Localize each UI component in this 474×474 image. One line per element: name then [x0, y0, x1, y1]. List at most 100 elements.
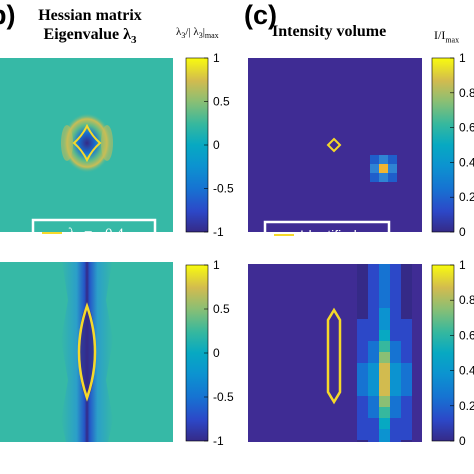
- legend-b-box: [31, 218, 157, 248]
- intensity-cell: [390, 385, 401, 396]
- intensity-cell: [390, 374, 401, 385]
- legend-b-label: λ3 = - 0.4: [68, 226, 124, 245]
- heatmap-b-bottom-core: [79, 307, 95, 397]
- intensity-cell: [357, 418, 368, 429]
- intensity-cell: [390, 363, 401, 374]
- intensity-cell: [368, 440, 379, 442]
- spot-cell: [388, 164, 397, 173]
- intensity-cell: [401, 319, 412, 330]
- intensity-cell: [368, 396, 379, 407]
- intensity-cell: [379, 264, 390, 275]
- intensity-cell: [390, 396, 401, 407]
- intensity-cell: [401, 363, 412, 374]
- intensity-cell: [390, 440, 401, 442]
- colorbar-tick-label: 1: [459, 258, 466, 272]
- intensity-cell: [357, 286, 368, 297]
- spot-cell: [370, 173, 379, 182]
- intensity-cell: [401, 341, 412, 352]
- intensity-cell: [357, 264, 368, 275]
- intensity-cell: [368, 330, 379, 341]
- intensity-cell: [390, 352, 401, 363]
- panel-b-title: Hessian matrix Eigenvalue λ3: [20, 6, 160, 50]
- spot-cell: [370, 155, 379, 164]
- intensity-cell: [357, 330, 368, 341]
- colorbar-tick-label: 0: [459, 434, 466, 448]
- colorbar-tick-label: 0: [213, 346, 220, 360]
- colorbar-tick-label: 0.5: [213, 95, 230, 109]
- colorbar-b-label: λ3/| λ3|max: [176, 26, 219, 41]
- intensity-cell: [357, 407, 368, 418]
- colorbar-tick-label: 1: [213, 258, 220, 272]
- intensity-cell: [390, 407, 401, 418]
- intensity-cell: [357, 396, 368, 407]
- intensity-cell: [368, 286, 379, 297]
- intensity-cell: [368, 264, 379, 275]
- intensity-cell: [401, 352, 412, 363]
- intensity-cell: [379, 330, 390, 341]
- contour-b-bottom: [77, 302, 97, 402]
- intensity-cell: [357, 363, 368, 374]
- colorbar-tick-label: -1: [213, 225, 224, 239]
- intensity-cell: [379, 407, 390, 418]
- heatmap-c-top-spot: [370, 155, 397, 182]
- spot-cell: [379, 164, 388, 173]
- intensity-cell: [390, 418, 401, 429]
- intensity-cell: [368, 319, 379, 330]
- colorbar-tick-label: -1: [213, 434, 224, 448]
- intensity-cell: [390, 264, 401, 275]
- colorbar-b-bottom-ticks: 1 0.5 0 -0.5 -1: [204, 258, 234, 448]
- intensity-cell: [368, 341, 379, 352]
- intensity-cell: [357, 275, 368, 286]
- intensity-cell: [379, 396, 390, 407]
- intensity-cell: [390, 308, 401, 319]
- colorbar-tick-label: 0.8: [459, 86, 474, 100]
- intensity-cell: [390, 319, 401, 330]
- intensity-cell: [379, 297, 390, 308]
- intensity-cell: [379, 286, 390, 297]
- intensity-cell: [401, 286, 412, 297]
- legend-c-label: Identified core: [300, 227, 388, 243]
- intensity-cell: [401, 407, 412, 418]
- intensity-cell: [357, 429, 368, 440]
- colorbar-tick-label: 0: [459, 225, 466, 239]
- colorbar-tick-label: -0.5: [213, 390, 234, 404]
- colorbar-c-top-ticks: 1 0.8 0.6 0.4 0.2 0: [450, 51, 474, 239]
- intensity-cell: [379, 341, 390, 352]
- heatmap-c-top-background: [248, 58, 422, 232]
- colorbar-tick-label: -0.5: [213, 182, 234, 196]
- intensity-cell: [357, 308, 368, 319]
- contour-c-top: [326, 137, 342, 153]
- colorbar-c-label: I/Imax: [434, 28, 460, 45]
- intensity-cell: [390, 429, 401, 440]
- intensity-cell: [379, 429, 390, 440]
- intensity-cell: [390, 330, 401, 341]
- colorbar-c-bottom-ticks: 1 0.8 0.6 0.4 0.2 0: [450, 258, 474, 448]
- spot-cell: [379, 155, 388, 164]
- intensity-cell: [368, 352, 379, 363]
- contour-b-top: [72, 123, 102, 163]
- panel-letter-c: (c): [244, 0, 277, 30]
- intensity-cell: [379, 319, 390, 330]
- intensity-cell: [379, 363, 390, 374]
- intensity-cell: [379, 308, 390, 319]
- colorbar-b-top: 1 0.5 0 -0.5 -1: [185, 51, 234, 239]
- intensity-cell: [357, 374, 368, 385]
- intensity-cell: [390, 286, 401, 297]
- contour-c-bottom: [326, 307, 342, 405]
- intensity-cell: [368, 407, 379, 418]
- heatmap-c-bottom-column: [357, 264, 412, 442]
- colorbar-tick-label: 0.6: [459, 328, 474, 342]
- intensity-cell: [401, 374, 412, 385]
- intensity-cell: [368, 275, 379, 286]
- colorbar-c-top-bar: [431, 57, 455, 233]
- intensity-cell: [368, 374, 379, 385]
- legend-c-box: [263, 220, 391, 250]
- intensity-cell: [401, 418, 412, 429]
- intensity-cell: [368, 363, 379, 374]
- intensity-cell: [368, 385, 379, 396]
- colorbar-c-bottom-bar: [431, 264, 455, 442]
- heatmap-c-top: Identified core: [248, 58, 422, 250]
- intensity-cell: [401, 385, 412, 396]
- colorbar-tick-label: 0.5: [213, 302, 230, 316]
